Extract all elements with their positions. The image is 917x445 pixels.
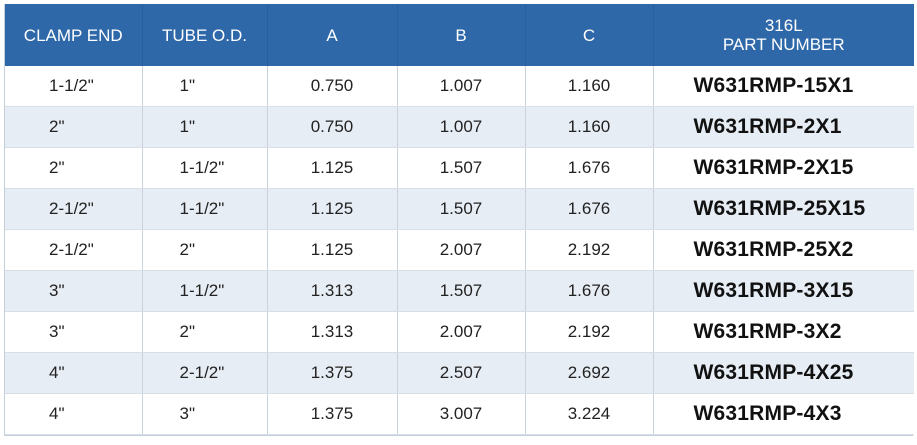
cell-clamp-end: 2" xyxy=(5,147,143,189)
header-clamp-end: CLAMP END xyxy=(5,4,143,66)
cell-clamp-end: 2" xyxy=(5,106,143,148)
cell-a: 1.125 xyxy=(267,188,398,230)
cell-part-number: W631RMP-2X1 xyxy=(653,106,914,148)
table-row: 2-1/2" 2" 1.125 2.007 2.192 W631RMP-25X2 xyxy=(5,229,914,271)
table-row: 1-1/2" 1" 0.750 1.007 1.160 W631RMP-15X1 xyxy=(5,66,914,107)
cell-b: 2.007 xyxy=(397,229,526,271)
cell-a: 1.375 xyxy=(267,393,398,435)
cell-part-number: W631RMP-4X3 xyxy=(653,393,914,435)
table-row: 4" 2-1/2" 1.375 2.507 2.692 W631RMP-4X25 xyxy=(5,352,914,394)
cell-part-number: W631RMP-25X15 xyxy=(653,188,914,230)
cell-b: 2.007 xyxy=(397,311,526,353)
cell-a: 1.125 xyxy=(267,229,398,271)
cell-b: 1.007 xyxy=(397,106,526,148)
cell-part-number: W631RMP-3X2 xyxy=(653,311,914,353)
cell-tube-od: 3" xyxy=(142,393,268,435)
spec-table-frame: CLAMP END TUBE O.D. A B C 316L PART NUMB… xyxy=(4,4,914,436)
cell-clamp-end: 3" xyxy=(5,311,143,353)
cell-b: 1.507 xyxy=(397,147,526,189)
cell-tube-od: 1" xyxy=(142,106,268,148)
cell-tube-od: 2" xyxy=(142,229,268,271)
cell-tube-od: 2-1/2" xyxy=(142,352,268,394)
cell-part-number: W631RMP-2X15 xyxy=(653,147,914,189)
spec-table: CLAMP END TUBE O.D. A B C 316L PART NUMB… xyxy=(5,4,914,435)
cell-part-number: W631RMP-25X2 xyxy=(653,229,914,271)
cell-tube-od: 1-1/2" xyxy=(142,270,268,312)
table-row: 3" 2" 1.313 2.007 2.192 W631RMP-3X2 xyxy=(5,311,914,353)
table-row: 2-1/2" 1-1/2" 1.125 1.507 1.676 W631RMP-25X15 xyxy=(5,188,914,230)
header-part-number: 316L PART NUMBER xyxy=(653,4,914,66)
cell-a: 0.750 xyxy=(267,66,398,107)
cell-c: 1.676 xyxy=(525,147,654,189)
cell-c: 1.676 xyxy=(525,188,654,230)
cell-c: 2.192 xyxy=(525,311,654,353)
spec-table-container: CLAMP END TUBE O.D. A B C 316L PART NUMB… xyxy=(4,4,914,436)
table-row: 2" 1" 0.750 1.007 1.160 W631RMP-2X1 xyxy=(5,106,914,148)
cell-c: 2.692 xyxy=(525,352,654,394)
cell-part-number: W631RMP-15X1 xyxy=(653,66,914,107)
cell-clamp-end: 2-1/2" xyxy=(5,229,143,271)
header-a: A xyxy=(267,4,398,66)
cell-clamp-end: 1-1/2" xyxy=(5,66,143,107)
table-row: 3" 1-1/2" 1.313 1.507 1.676 W631RMP-3X15 xyxy=(5,270,914,312)
header-part-material: 316L xyxy=(764,16,803,35)
header-b: B xyxy=(397,4,526,66)
cell-clamp-end: 4" xyxy=(5,352,143,394)
table-body: 1-1/2" 1" 0.750 1.007 1.160 W631RMP-15X1 2" 1" 0… xyxy=(5,66,914,435)
cell-tube-od: 1" xyxy=(142,66,268,107)
header-row: CLAMP END TUBE O.D. A B C 316L PART NUMB… xyxy=(5,4,914,66)
cell-c: 1.160 xyxy=(525,106,654,148)
cell-tube-od: 1-1/2" xyxy=(142,147,268,189)
cell-b: 1.007 xyxy=(397,66,526,107)
table-row: 2" 1-1/2" 1.125 1.507 1.676 W631RMP-2X15 xyxy=(5,147,914,189)
cell-b: 2.507 xyxy=(397,352,526,394)
cell-tube-od: 2" xyxy=(142,311,268,353)
cell-c: 1.676 xyxy=(525,270,654,312)
cell-a: 1.313 xyxy=(267,270,398,312)
cell-b: 3.007 xyxy=(397,393,526,435)
cell-part-number: W631RMP-3X15 xyxy=(653,270,914,312)
header-part-label: PART NUMBER xyxy=(722,35,845,54)
cell-clamp-end: 3" xyxy=(5,270,143,312)
header-c: C xyxy=(525,4,654,66)
cell-tube-od: 1-1/2" xyxy=(142,188,268,230)
cell-a: 1.375 xyxy=(267,352,398,394)
table-header: CLAMP END TUBE O.D. A B C 316L PART NUMB… xyxy=(5,4,914,66)
cell-c: 1.160 xyxy=(525,66,654,107)
table-row: 4" 3" 1.375 3.007 3.224 W631RMP-4X3 xyxy=(5,393,914,435)
cell-c: 2.192 xyxy=(525,229,654,271)
cell-b: 1.507 xyxy=(397,270,526,312)
cell-a: 0.750 xyxy=(267,106,398,148)
cell-clamp-end: 4" xyxy=(5,393,143,435)
cell-clamp-end: 2-1/2" xyxy=(5,188,143,230)
cell-c: 3.224 xyxy=(525,393,654,435)
cell-part-number: W631RMP-4X25 xyxy=(653,352,914,394)
cell-a: 1.313 xyxy=(267,311,398,353)
header-tube-od: TUBE O.D. xyxy=(142,4,268,66)
cell-b: 1.507 xyxy=(397,188,526,230)
cell-a: 1.125 xyxy=(267,147,398,189)
